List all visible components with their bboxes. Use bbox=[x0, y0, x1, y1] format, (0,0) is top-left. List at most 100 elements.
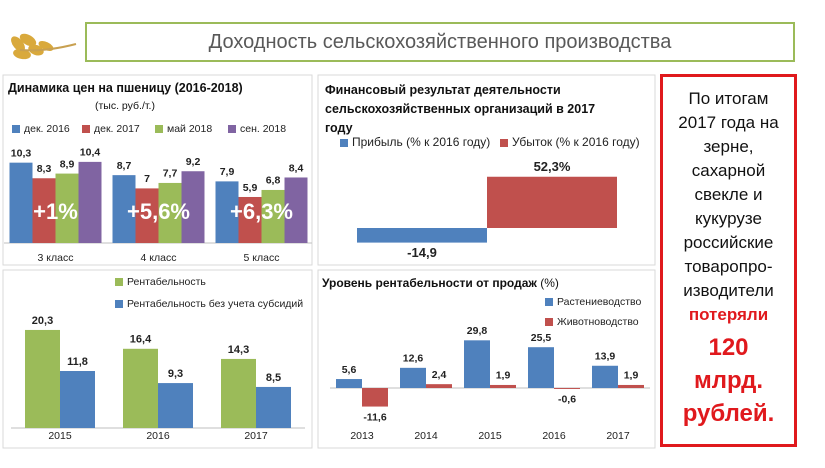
value-label: 11,8 bbox=[67, 356, 88, 368]
legend-swatch bbox=[228, 125, 236, 133]
legend-label: дек. 2017 bbox=[94, 123, 140, 135]
callout-highlight: потеряли bbox=[688, 305, 769, 324]
x-tick-label: 2017 bbox=[606, 430, 630, 442]
bar bbox=[362, 388, 388, 407]
x-tick-label: 2015 bbox=[478, 430, 502, 442]
legend-swatch bbox=[500, 139, 508, 147]
x-tick-label: 4 класс bbox=[141, 252, 177, 264]
callout-text: По итогам 2017 года на зерне, сахарной с… bbox=[678, 89, 779, 300]
legend-label: дек. 2016 bbox=[24, 123, 70, 135]
bar bbox=[554, 388, 580, 389]
bar bbox=[592, 365, 618, 388]
x-tick-label: 2013 bbox=[350, 430, 374, 442]
panel bbox=[2, 269, 313, 449]
bar bbox=[487, 176, 617, 228]
panel bbox=[317, 74, 656, 266]
bar bbox=[181, 171, 205, 243]
legend-swatch bbox=[155, 125, 163, 133]
value-label: 5,9 bbox=[243, 182, 258, 194]
bar bbox=[25, 329, 60, 428]
bar bbox=[238, 196, 262, 243]
legend-swatch bbox=[545, 318, 553, 326]
bar bbox=[55, 173, 79, 243]
legend-label: Животноводство bbox=[557, 316, 639, 328]
value-label: 6,8 bbox=[266, 175, 281, 187]
chart-title: Уровень рентабельности от продаж (%) bbox=[322, 274, 559, 293]
legend-swatch bbox=[115, 300, 123, 308]
chart-title-text: Уровень рентабельности от продаж bbox=[322, 276, 537, 290]
chart-subtitle: (%) bbox=[540, 276, 559, 290]
x-tick-label: 2015 bbox=[48, 430, 72, 442]
value-label: 8,5 bbox=[266, 372, 281, 384]
bar bbox=[9, 162, 33, 243]
bar bbox=[158, 383, 193, 428]
legend-swatch bbox=[82, 125, 90, 133]
value-label: -0,6 bbox=[558, 394, 576, 406]
value-label: -14,9 bbox=[407, 245, 437, 260]
legend-swatch bbox=[115, 278, 123, 286]
chart-title: Финансовый результат деятельности сельск… bbox=[325, 83, 596, 135]
bar bbox=[215, 181, 239, 243]
legend-label: Убыток (% к 2016 году) bbox=[512, 135, 640, 149]
panel bbox=[2, 74, 313, 266]
value-label: 9,3 bbox=[168, 368, 183, 380]
x-tick-label: 5 класс bbox=[244, 252, 280, 264]
bar bbox=[336, 379, 362, 388]
legend-label: сен. 2018 bbox=[240, 123, 286, 135]
value-label: 7 bbox=[144, 173, 150, 185]
x-tick-label: 2016 bbox=[542, 430, 566, 442]
bar bbox=[256, 386, 291, 428]
value-label: 12,6 bbox=[403, 353, 424, 365]
value-label: 25,5 bbox=[531, 332, 552, 344]
bar bbox=[400, 367, 426, 388]
value-label: 7,9 bbox=[220, 166, 235, 178]
value-label: 8,7 bbox=[117, 160, 132, 172]
legend-swatch bbox=[340, 139, 348, 147]
bar bbox=[112, 175, 136, 243]
bar bbox=[158, 182, 182, 243]
x-tick-label: 2014 bbox=[414, 430, 438, 442]
value-label: 20,3 bbox=[32, 315, 53, 327]
value-label: -11,6 bbox=[363, 411, 387, 423]
bar bbox=[284, 177, 308, 243]
value-label: 10,4 bbox=[80, 147, 101, 159]
bar bbox=[464, 340, 490, 388]
value-label: 52,3% bbox=[534, 159, 571, 174]
bar bbox=[618, 384, 644, 388]
panel bbox=[317, 269, 656, 449]
bar bbox=[490, 384, 516, 388]
value-label: 13,9 bbox=[595, 351, 616, 363]
value-label: 10,3 bbox=[11, 147, 32, 159]
annotation: +1% bbox=[33, 199, 78, 224]
legend-label: Растениеводство bbox=[557, 296, 641, 308]
x-tick-label: 2017 bbox=[244, 430, 268, 442]
slide-title: Доходность сельскохозяйственного произво… bbox=[85, 22, 795, 62]
value-label: 5,6 bbox=[342, 364, 357, 376]
value-label: 14,3 bbox=[228, 344, 249, 356]
bar bbox=[135, 188, 159, 243]
value-label: 8,4 bbox=[289, 162, 304, 174]
x-tick-label: 3 класс bbox=[38, 252, 74, 264]
wheat-icon bbox=[11, 33, 77, 60]
value-label: 1,9 bbox=[496, 370, 511, 382]
value-label: 9,2 bbox=[186, 156, 201, 168]
legend-swatch bbox=[12, 125, 20, 133]
callout: По итогам 2017 года на зерне, сахарной с… bbox=[660, 74, 797, 447]
value-label: 1,9 bbox=[624, 370, 639, 382]
value-label: 29,8 bbox=[467, 325, 488, 337]
value-label: 7,7 bbox=[163, 168, 178, 180]
value-label: 2,4 bbox=[432, 369, 447, 381]
bar bbox=[426, 384, 452, 388]
bar bbox=[78, 161, 102, 243]
legend-label: Прибыль (% к 2016 году) bbox=[352, 135, 490, 149]
bar bbox=[221, 358, 256, 428]
value-label: 16,4 bbox=[130, 334, 152, 346]
chart-subtitle: (тыс. руб./т.) bbox=[95, 100, 155, 112]
bar bbox=[528, 347, 554, 388]
bar bbox=[123, 348, 158, 428]
legend-label: май 2018 bbox=[167, 123, 212, 135]
bar bbox=[32, 178, 56, 243]
bar bbox=[60, 371, 95, 428]
